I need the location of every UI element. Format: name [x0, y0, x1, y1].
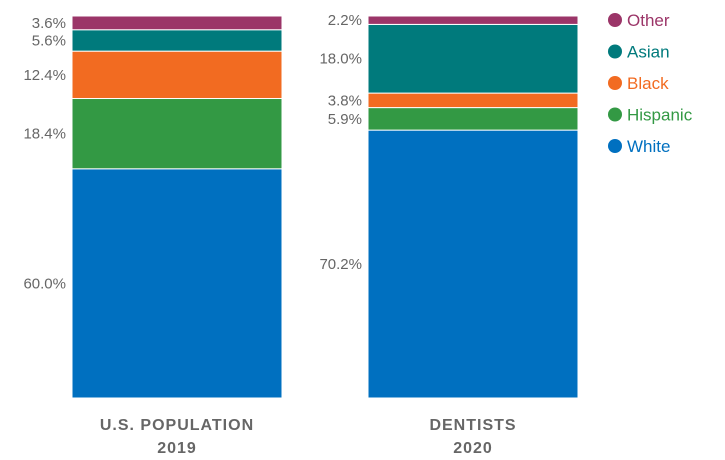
category-label-dentists: DENTISTS	[429, 417, 516, 434]
value-label-u-s-population-hispanic: 18.4%	[23, 126, 66, 143]
category-year-u-s-population: 2019	[157, 440, 197, 457]
legend-swatch-white	[608, 139, 622, 153]
value-label-u-s-population-black: 12.4%	[23, 67, 66, 84]
percent-labels-group: 60.0% 18.4% 12.4% 5.6%3.6% 70.2% 5.9% 3.8% 18.0…	[23, 12, 362, 292]
category-label-u-s-population: U.S. POPULATION	[100, 417, 254, 434]
value-label-u-s-population-white: 60.0%	[23, 275, 66, 292]
bar-segment-dentists-asian	[367, 23, 579, 94]
legend-label-other: Other	[627, 11, 670, 30]
category-year-dentists: 2020	[453, 440, 493, 457]
value-label-dentists-asian: 18.0%	[319, 51, 362, 68]
bars-group	[71, 15, 579, 399]
bar-segment-dentists-white	[367, 129, 579, 399]
value-label-u-s-population-other: 3.6%	[32, 15, 66, 32]
legend-label-black: Black	[627, 74, 669, 93]
legend-label-white: White	[627, 137, 670, 156]
legend: Other Asian Black Hispanic White	[608, 11, 693, 156]
bar-segment-u-s-population-other	[71, 15, 283, 31]
value-label-u-s-population-asian: 5.6%	[32, 32, 66, 49]
legend-swatch-hispanic	[608, 107, 622, 122]
value-label-dentists-other: 2.2%	[328, 12, 362, 29]
category-labels-group: U.S. POPULATION 2019 DENTISTS 2020	[100, 417, 516, 457]
bar-segment-dentists-hispanic	[367, 107, 579, 131]
bar-segment-u-s-population-hispanic	[71, 98, 283, 170]
bar-segment-u-s-population-black	[71, 50, 283, 100]
legend-swatch-other	[608, 13, 622, 27]
bar-segment-dentists-black	[367, 92, 579, 109]
bar-segment-dentists-other	[367, 15, 579, 25]
bar-segment-u-s-population-asian	[71, 29, 283, 52]
value-label-dentists-hispanic: 5.9%	[328, 111, 362, 128]
legend-label-asian: Asian	[627, 43, 670, 62]
value-label-dentists-black: 3.8%	[328, 92, 362, 109]
legend-swatch-black	[608, 76, 622, 90]
value-label-dentists-white: 70.2%	[319, 256, 362, 273]
legend-label-hispanic: Hispanic	[627, 106, 693, 125]
legend-swatch-asian	[608, 44, 622, 59]
bar-segment-u-s-population-white	[71, 168, 283, 399]
